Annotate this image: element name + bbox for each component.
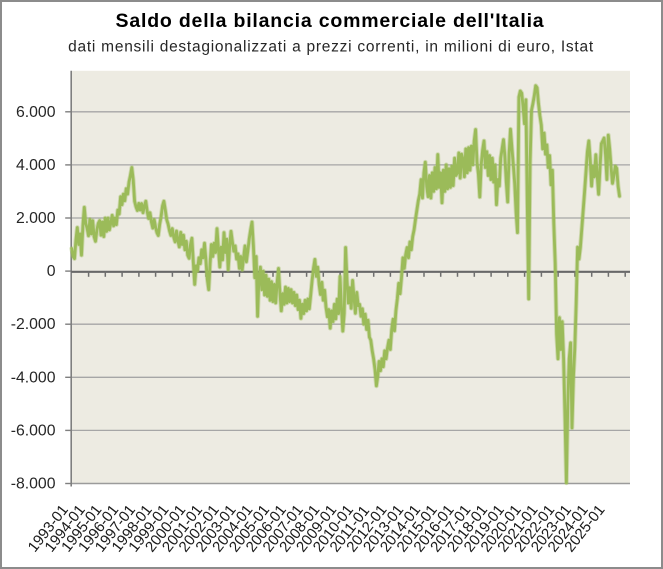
svg-text:0: 0 xyxy=(47,263,56,280)
svg-text:6.000: 6.000 xyxy=(16,104,56,121)
svg-text:4.000: 4.000 xyxy=(16,157,56,174)
svg-text:-2.000: -2.000 xyxy=(11,316,56,333)
svg-text:-8.000: -8.000 xyxy=(11,476,56,493)
svg-text:Saldo della bilancia commercia: Saldo della bilancia commerciale dell'It… xyxy=(116,10,545,32)
svg-text:2.000: 2.000 xyxy=(16,210,56,227)
svg-text:dati mensili destagionalizzati: dati mensili destagionalizzati a prezzi … xyxy=(68,39,594,56)
svg-text:-4.000: -4.000 xyxy=(11,369,56,386)
svg-text:-6.000: -6.000 xyxy=(11,422,56,439)
